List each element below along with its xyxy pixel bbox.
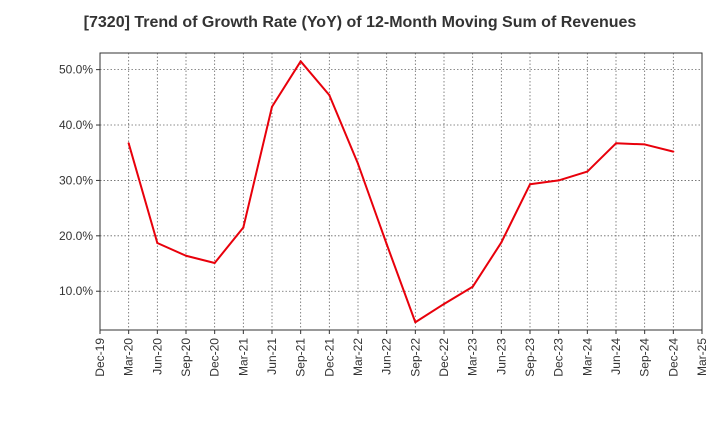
data-point bbox=[213, 261, 216, 264]
y-tick-label: 30.0% bbox=[59, 173, 93, 187]
x-tick-label: Mar-24 bbox=[580, 338, 594, 376]
y-tick-label: 40.0% bbox=[59, 118, 93, 132]
grid-layer bbox=[100, 53, 702, 330]
x-tick-label: Jun-22 bbox=[380, 338, 394, 375]
data-point bbox=[500, 241, 503, 244]
label-layer: Dec-19 Mar-20 Jun-20 Sep-20 Dec-20 Mar-21 Jun-… bbox=[59, 63, 709, 377]
x-tick-label: Mar-23 bbox=[466, 338, 480, 376]
chart-title: [7320] Trend of Growth Rate (YoY) of 12-… bbox=[83, 14, 637, 31]
x-tick-label: Jun-21 bbox=[265, 338, 279, 375]
data-point bbox=[156, 242, 159, 245]
x-tick-label: Jun-20 bbox=[150, 338, 164, 375]
data-point bbox=[414, 321, 417, 324]
plot-frame bbox=[99, 52, 703, 331]
series-layer bbox=[127, 60, 675, 324]
x-tick-label: Jun-23 bbox=[494, 338, 508, 375]
y-tick-label: 50.0% bbox=[59, 63, 93, 77]
data-point bbox=[443, 302, 445, 305]
data-point bbox=[357, 162, 359, 165]
data-point bbox=[557, 179, 560, 182]
x-tick-label: Sep-24 bbox=[638, 338, 652, 377]
data-point bbox=[127, 142, 130, 145]
x-tick-label: Mar-22 bbox=[351, 338, 365, 376]
y-tick-label: 20.0% bbox=[59, 229, 93, 243]
data-point bbox=[185, 254, 187, 257]
data-point bbox=[242, 226, 245, 229]
x-tick-label: Sep-21 bbox=[294, 338, 308, 377]
x-tick-label: Dec-19 bbox=[93, 338, 107, 377]
x-tick-label: Mar-21 bbox=[236, 338, 250, 376]
x-tick-label: Dec-23 bbox=[552, 338, 566, 377]
data-point bbox=[586, 170, 589, 173]
series-line bbox=[127, 60, 674, 324]
axis-layer bbox=[96, 52, 703, 334]
x-tick-label: Dec-22 bbox=[437, 338, 451, 377]
data-point bbox=[529, 183, 531, 186]
x-tick-label: Dec-20 bbox=[208, 338, 222, 377]
data-point bbox=[471, 285, 474, 288]
x-tick-label: Dec-24 bbox=[666, 338, 680, 377]
x-tick-label: Mar-20 bbox=[122, 338, 136, 376]
x-tick-label: Dec-21 bbox=[322, 338, 336, 377]
x-tick-label: Mar-25 bbox=[695, 338, 709, 376]
data-point bbox=[299, 60, 302, 63]
x-tick-label: Jun-24 bbox=[609, 338, 623, 375]
data-point bbox=[643, 143, 646, 146]
x-tick-label: Sep-22 bbox=[408, 338, 422, 377]
data-point bbox=[385, 243, 388, 246]
data-point bbox=[328, 94, 331, 97]
x-tick-label: Sep-20 bbox=[179, 338, 193, 377]
data-point bbox=[615, 142, 617, 145]
data-point bbox=[271, 105, 273, 108]
data-point bbox=[672, 150, 675, 153]
x-tick-label: Sep-23 bbox=[523, 338, 537, 377]
y-tick-label: 10.0% bbox=[59, 284, 93, 298]
